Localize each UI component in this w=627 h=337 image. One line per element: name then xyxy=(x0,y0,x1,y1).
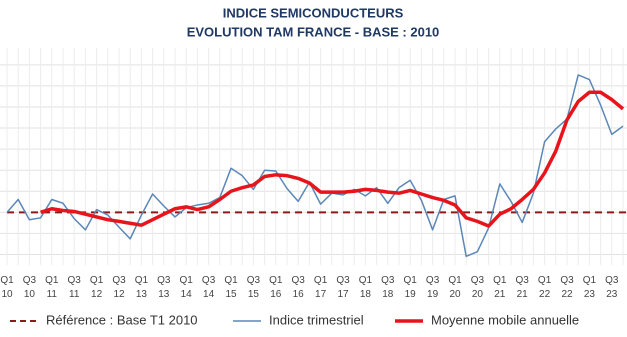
x-tick-quarter: Q1 xyxy=(448,275,462,286)
x-tick-label: Q1 20 xyxy=(448,275,462,300)
chart-title: INDICE SEMICONDUCTEURS xyxy=(223,5,404,20)
legend-label: Moyenne mobile annuelle xyxy=(431,312,579,327)
x-tick-quarter: Q3 xyxy=(516,275,530,286)
x-tick-label: Q3 17 xyxy=(336,275,350,300)
x-tick-year: 10 xyxy=(1,289,13,300)
x-tick-quarter: Q3 xyxy=(68,275,82,286)
x-tick-year: 18 xyxy=(360,289,372,300)
x-tick-year: 20 xyxy=(472,289,484,300)
x-tick-label: Q3 13 xyxy=(157,275,171,300)
x-tick-year: 22 xyxy=(561,289,573,300)
x-tick-quarter: Q1 xyxy=(314,275,328,286)
x-tick-label: Q3 16 xyxy=(292,275,306,300)
x-tick-label: Q3 21 xyxy=(516,275,530,300)
legend-label: Indice trimestriel xyxy=(269,312,364,327)
x-tick-quarter: Q1 xyxy=(135,275,149,286)
series-line xyxy=(6,74,624,258)
x-tick-label: Q1 23 xyxy=(583,275,597,300)
x-tick-quarter: Q3 xyxy=(202,275,216,286)
x-tick-label: Q1 16 xyxy=(269,275,283,300)
x-tick-year: 21 xyxy=(494,289,506,300)
x-tick-year: 23 xyxy=(606,289,618,300)
x-tick-year: 22 xyxy=(539,289,551,300)
x-tick-label: Q3 22 xyxy=(560,275,574,300)
x-tick-quarter: Q3 xyxy=(157,275,171,286)
x-tick-year: 10 xyxy=(24,289,36,300)
x-tick-year: 19 xyxy=(405,289,417,300)
x-tick-quarter: Q1 xyxy=(224,275,238,286)
x-tick-quarter: Q1 xyxy=(404,275,418,286)
x-tick-year: 12 xyxy=(91,289,103,300)
x-tick-quarter: Q1 xyxy=(90,275,104,286)
x-tick-label: Q3 14 xyxy=(202,275,216,300)
x-tick-year: 13 xyxy=(158,289,170,300)
x-tick-label: Q1 19 xyxy=(404,275,418,300)
x-tick-label: Q1 17 xyxy=(314,275,328,300)
x-tick-year: 17 xyxy=(337,289,349,300)
x-tick-label: Q1 18 xyxy=(359,275,373,300)
x-tick-year: 15 xyxy=(225,289,237,300)
x-tick-year: 19 xyxy=(427,289,439,300)
x-tick-label: Q3 23 xyxy=(605,275,619,300)
x-tick-label: Q3 11 xyxy=(68,275,82,300)
x-tick-quarter: Q3 xyxy=(336,275,350,286)
x-tick-label: Q3 19 xyxy=(426,275,440,300)
x-tick-quarter: Q1 xyxy=(0,275,14,286)
x-tick-quarter: Q1 xyxy=(493,275,507,286)
x-tick-quarter: Q1 xyxy=(359,275,373,286)
x-tick-label: Q3 18 xyxy=(381,275,395,300)
x-tick-year: 11 xyxy=(69,289,80,300)
x-tick-quarter: Q1 xyxy=(269,275,283,286)
x-tick-label: Q1 21 xyxy=(493,275,507,300)
x-tick-quarter: Q3 xyxy=(112,275,126,286)
legend-label: Référence : Base T1 2010 xyxy=(46,312,198,327)
x-tick-year: 14 xyxy=(203,289,215,300)
x-tick-label: Q1 12 xyxy=(90,275,104,300)
x-tick-quarter: Q3 xyxy=(426,275,440,286)
x-tick-label: Q1 13 xyxy=(135,275,149,300)
x-tick-label: Q1 10 xyxy=(0,275,14,300)
x-tick-year: 15 xyxy=(248,289,260,300)
x-tick-quarter: Q3 xyxy=(381,275,395,286)
x-tick-label: Q1 22 xyxy=(538,275,552,300)
x-tick-label: Q1 14 xyxy=(180,275,194,300)
x-tick-label: Q3 20 xyxy=(471,275,485,300)
x-tick-year: 11 xyxy=(47,289,58,300)
x-tick-quarter: Q3 xyxy=(292,275,306,286)
x-tick-label: Q3 15 xyxy=(247,275,261,300)
x-tick-quarter: Q3 xyxy=(605,275,619,286)
series-line xyxy=(40,90,625,228)
x-tick-year: 13 xyxy=(136,289,148,300)
x-tick-quarter: Q1 xyxy=(538,275,552,286)
x-tick-year: 18 xyxy=(382,289,394,300)
x-tick-label: Q3 12 xyxy=(112,275,126,300)
x-tick-quarter: Q3 xyxy=(247,275,261,286)
x-tick-quarter: Q1 xyxy=(45,275,59,286)
x-tick-quarter: Q3 xyxy=(471,275,485,286)
x-tick-year: 16 xyxy=(293,289,305,300)
chart-subtitle: EVOLUTION TAM FRANCE - BASE : 2010 xyxy=(187,24,440,39)
x-tick-quarter: Q1 xyxy=(583,275,597,286)
x-tick-year: 16 xyxy=(270,289,282,300)
x-tick-label: Q1 15 xyxy=(224,275,238,300)
x-tick-label: Q1 11 xyxy=(45,275,59,300)
x-tick-quarter: Q3 xyxy=(23,275,37,286)
x-tick-label: Q3 10 xyxy=(23,275,37,300)
x-tick-quarter: Q1 xyxy=(180,275,194,286)
x-tick-year: 20 xyxy=(449,289,461,300)
x-tick-year: 14 xyxy=(181,289,193,300)
x-tick-year: 17 xyxy=(315,289,327,300)
x-tick-quarter: Q3 xyxy=(560,275,574,286)
x-tick-year: 21 xyxy=(517,289,529,300)
x-tick-year: 12 xyxy=(113,289,125,300)
x-tick-year: 23 xyxy=(584,289,596,300)
